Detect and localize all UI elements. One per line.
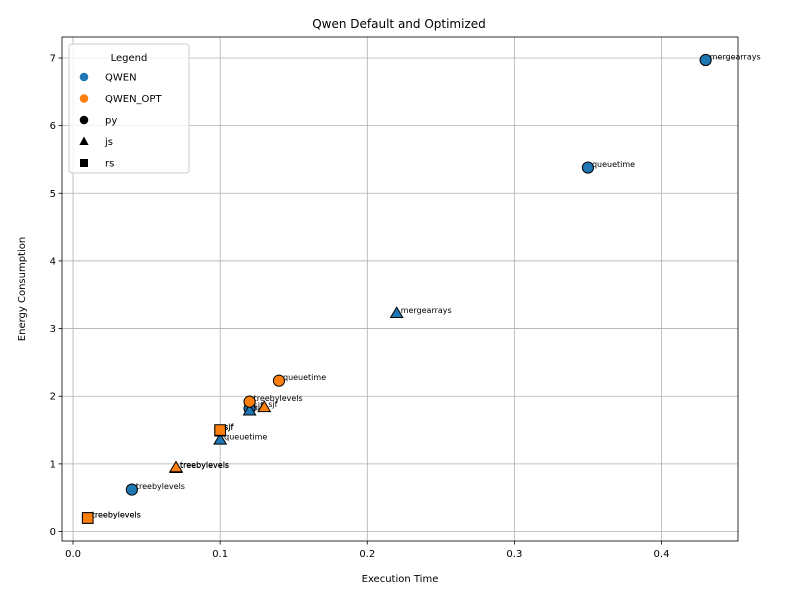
point-label: treebylevels: [180, 460, 229, 469]
legend-entry-label: QWEN: [105, 73, 137, 84]
legend-title: Legend: [111, 53, 148, 64]
data-point: [214, 424, 226, 436]
point-label: sjf: [224, 423, 233, 432]
legend-box: [68, 43, 190, 174]
legend-marker-triangle: [79, 136, 89, 145]
point-label: mergearrays: [401, 306, 452, 315]
point-label: queuetime: [283, 373, 326, 382]
legend-entry-label: rs: [105, 159, 114, 170]
point-label: treebylevels: [180, 461, 229, 470]
data-point: [169, 460, 184, 473]
y-tick-label: 2: [50, 392, 56, 403]
point-label: sjf: [224, 423, 233, 432]
data-point: [243, 395, 256, 408]
legend-marker-circle: [79, 72, 89, 82]
point-label: treebylevels: [254, 394, 303, 403]
y-tick-label: 6: [50, 121, 56, 132]
point-label: sjf: [268, 400, 277, 409]
point-label: queuetime: [592, 160, 635, 169]
legend-entry-label: js: [104, 137, 113, 148]
legend-marker-circle: [79, 94, 89, 103]
point-label: treebylevels: [136, 482, 185, 491]
data-point: [257, 400, 272, 413]
grid: [62, 37, 738, 541]
point-label: mergearrays: [710, 53, 761, 62]
data-point: [581, 161, 595, 174]
y-tick-label: 0: [50, 527, 56, 538]
data-point: [699, 53, 712, 67]
data-points: mergearraysqueuetimemergearrayssjfsjfque…: [81, 53, 761, 524]
y-tick-label: 5: [50, 189, 56, 200]
point-label: sjf: [254, 404, 263, 413]
point-label: sjf: [254, 401, 263, 410]
data-point: [272, 374, 286, 387]
point-label: queuetime: [224, 433, 267, 442]
x-axis-label: Execution Time: [362, 574, 439, 585]
y-tick-label: 4: [50, 256, 56, 267]
x-tick-label: 0.0: [65, 549, 81, 560]
point-label: treebylevels: [92, 510, 141, 519]
data-point: [125, 483, 138, 496]
legend-marker-square: [80, 159, 88, 167]
plot-frame: [61, 36, 739, 542]
legend-marker-circle: [79, 115, 89, 125]
legend-entry-label: QWEN_OPT: [105, 94, 162, 105]
x-tick-label: 0.2: [359, 549, 375, 560]
chart-title: Qwen Default and Optimized: [312, 17, 486, 31]
y-tick-label: 3: [50, 324, 56, 335]
axis-ticks: 0.0 0.1 0.2 0.3 0.4 0 1 2 3 4 5 6 7: [50, 53, 670, 560]
point-label: treebylevels: [92, 510, 141, 519]
y-tick-label: 1: [50, 459, 56, 470]
data-point: [213, 432, 228, 445]
data-point: [81, 512, 94, 524]
data-point: [242, 403, 257, 416]
legend-entry-label: py: [105, 116, 117, 127]
x-tick-label: 0.4: [654, 549, 670, 560]
data-point: [389, 306, 404, 319]
y-axis-label: Energy Consumption: [17, 237, 28, 341]
x-tick-label: 0.1: [212, 549, 228, 560]
x-tick-label: 0.3: [506, 549, 522, 560]
y-tick-label: 7: [50, 53, 56, 64]
